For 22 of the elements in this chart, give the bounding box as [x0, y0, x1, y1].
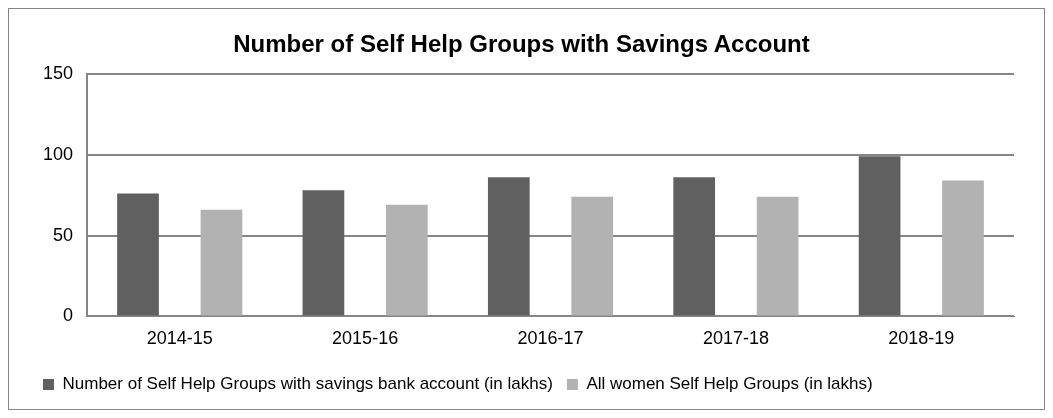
y-tick-label: 50 — [53, 224, 74, 245]
legend-label: All women Self Help Groups (in lakhs) — [586, 374, 873, 394]
x-tick-label: 2015-16 — [332, 328, 399, 349]
bar — [487, 177, 530, 316]
bar — [673, 177, 716, 316]
chart-title: Number of Self Help Groups with Savings Account — [233, 30, 810, 58]
y-tick-label: 100 — [42, 143, 74, 164]
x-tick-label: 2014-15 — [146, 328, 213, 349]
x-tick-label: 2018-19 — [888, 328, 955, 349]
bar — [756, 196, 799, 316]
bar — [571, 196, 614, 316]
bar — [117, 193, 159, 316]
y-tick-label: 150 — [42, 62, 74, 83]
x-tick-label: 2017-18 — [702, 328, 769, 349]
legend-label: Number of Self Help Groups with savings bank account (in lakhs) — [62, 374, 553, 394]
bar — [942, 180, 984, 316]
x-tick-label: 2016-17 — [517, 328, 584, 349]
bar — [385, 204, 428, 316]
bar — [200, 209, 243, 316]
bar — [858, 156, 901, 316]
y-tick-label: 0 — [63, 305, 74, 326]
bar — [302, 190, 345, 316]
